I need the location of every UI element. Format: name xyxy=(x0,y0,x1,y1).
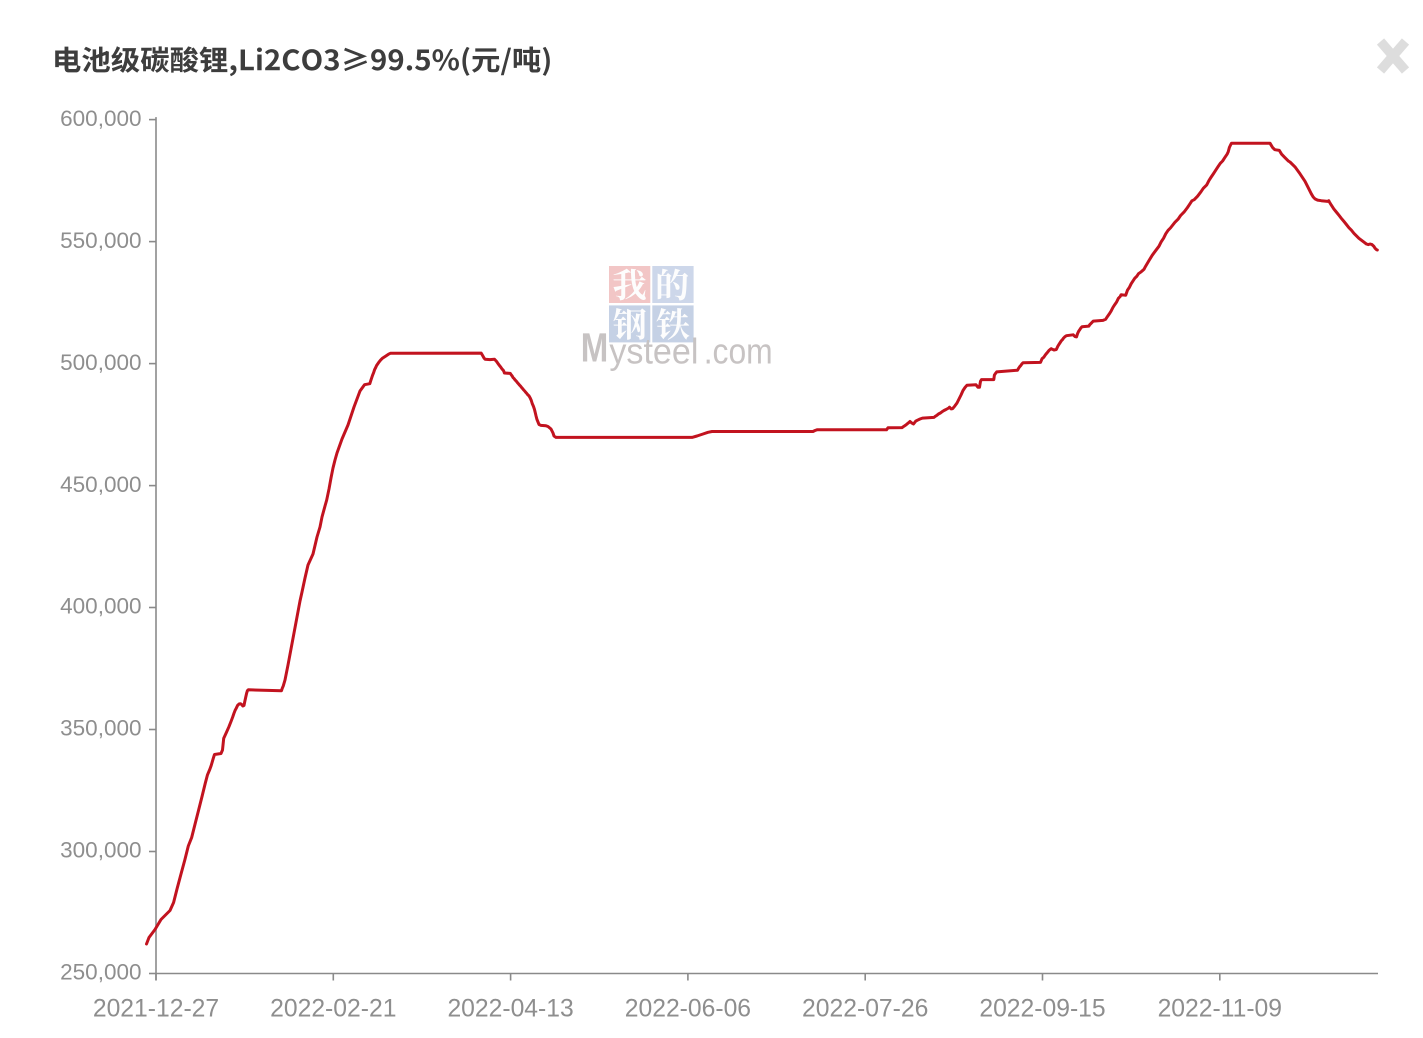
svg-text:350,000: 350,000 xyxy=(60,716,141,741)
svg-text:2022-06-06: 2022-06-06 xyxy=(625,996,751,1023)
svg-text:450,000: 450,000 xyxy=(60,472,141,497)
svg-text:M: M xyxy=(581,325,609,371)
svg-text:550,000: 550,000 xyxy=(60,228,141,253)
svg-text:300,000: 300,000 xyxy=(60,838,141,863)
svg-text:600,000: 600,000 xyxy=(60,106,141,131)
svg-text:500,000: 500,000 xyxy=(60,350,141,375)
svg-text:2022-09-15: 2022-09-15 xyxy=(979,996,1105,1023)
svg-text:2022-02-21: 2022-02-21 xyxy=(270,996,396,1023)
svg-text:2022-07-26: 2022-07-26 xyxy=(802,996,928,1023)
svg-text:2022-04-13: 2022-04-13 xyxy=(447,996,573,1023)
svg-text:2021-12-27: 2021-12-27 xyxy=(93,996,219,1023)
svg-text:250,000: 250,000 xyxy=(60,960,141,985)
svg-text:400,000: 400,000 xyxy=(60,594,141,619)
svg-text:ysteel: ysteel xyxy=(609,330,698,371)
svg-text:2022-11-09: 2022-11-09 xyxy=(1158,996,1282,1023)
svg-text:.com: .com xyxy=(704,330,773,371)
